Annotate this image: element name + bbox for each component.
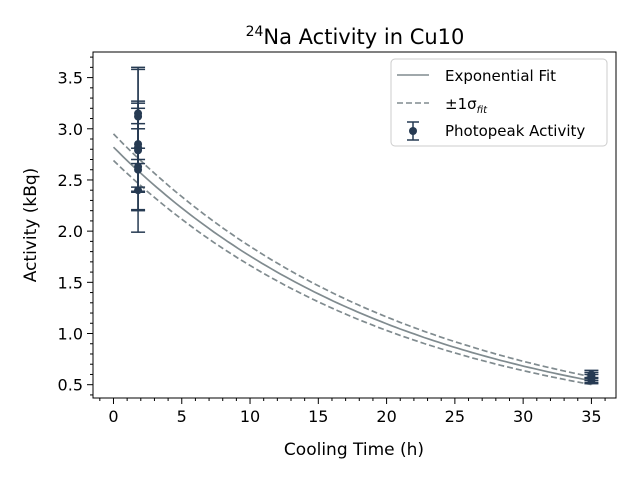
x-tick-label: 35 [581,407,601,426]
data-point [584,376,599,385]
point-marker [134,186,143,195]
legend-point-marker [409,127,417,135]
title-main: Na Activity in Cu10 [263,25,464,49]
x-tick-label: 0 [108,407,118,426]
fit-lower-bound-line [112,159,592,386]
data-point [131,147,146,233]
y-axis-ticks: 0.5 1.0 1.5 2.0 2.5 3.0 3.5 [58,56,93,396]
data-points [131,66,599,385]
fit-curves [112,133,592,386]
legend-box [390,58,608,147]
x-tick-label: 20 [376,407,396,426]
y-tick-label: 2.0 [58,222,83,241]
point-marker [587,376,596,385]
legend-points-label: Photopeak Activity [445,122,585,140]
legend-points-swatch [407,121,419,141]
plot-frame [92,51,617,399]
chart-title: 24Na Activity in Cu10 [246,24,465,49]
x-tick-label: 5 [177,407,187,426]
legend-sigma-subscript: fit [477,105,488,116]
x-axis-ticks: 0 5 10 15 20 25 30 35 [99,398,606,426]
x-tick-label: 30 [513,407,533,426]
legend-fit-label: Exponential Fit [445,67,556,85]
legend-sigma-label: ±1σfit [445,95,488,116]
y-tick-label: 1.0 [58,325,83,344]
y-tick-label: 0.5 [58,376,83,395]
fit-upper-bound-line [112,133,592,378]
x-tick-label: 10 [240,407,260,426]
x-tick-label: 25 [445,407,465,426]
y-tick-label: 3.0 [58,120,83,139]
x-axis-label: Cooling Time (h) [284,440,424,460]
y-tick-label: 3.5 [58,69,83,88]
x-tick-label: 15 [308,407,328,426]
legend: Exponential Fit ±1σfit Photopeak Activit… [390,58,608,147]
legend-sigma-prefix: ±1σ [445,95,477,113]
y-tick-label: 1.5 [58,273,83,292]
y-tick-label: 2.5 [58,171,83,190]
title-superscript: 24 [246,24,264,40]
fit-central-line [112,146,592,382]
y-axis-label: Activity (kBq) [21,168,41,283]
